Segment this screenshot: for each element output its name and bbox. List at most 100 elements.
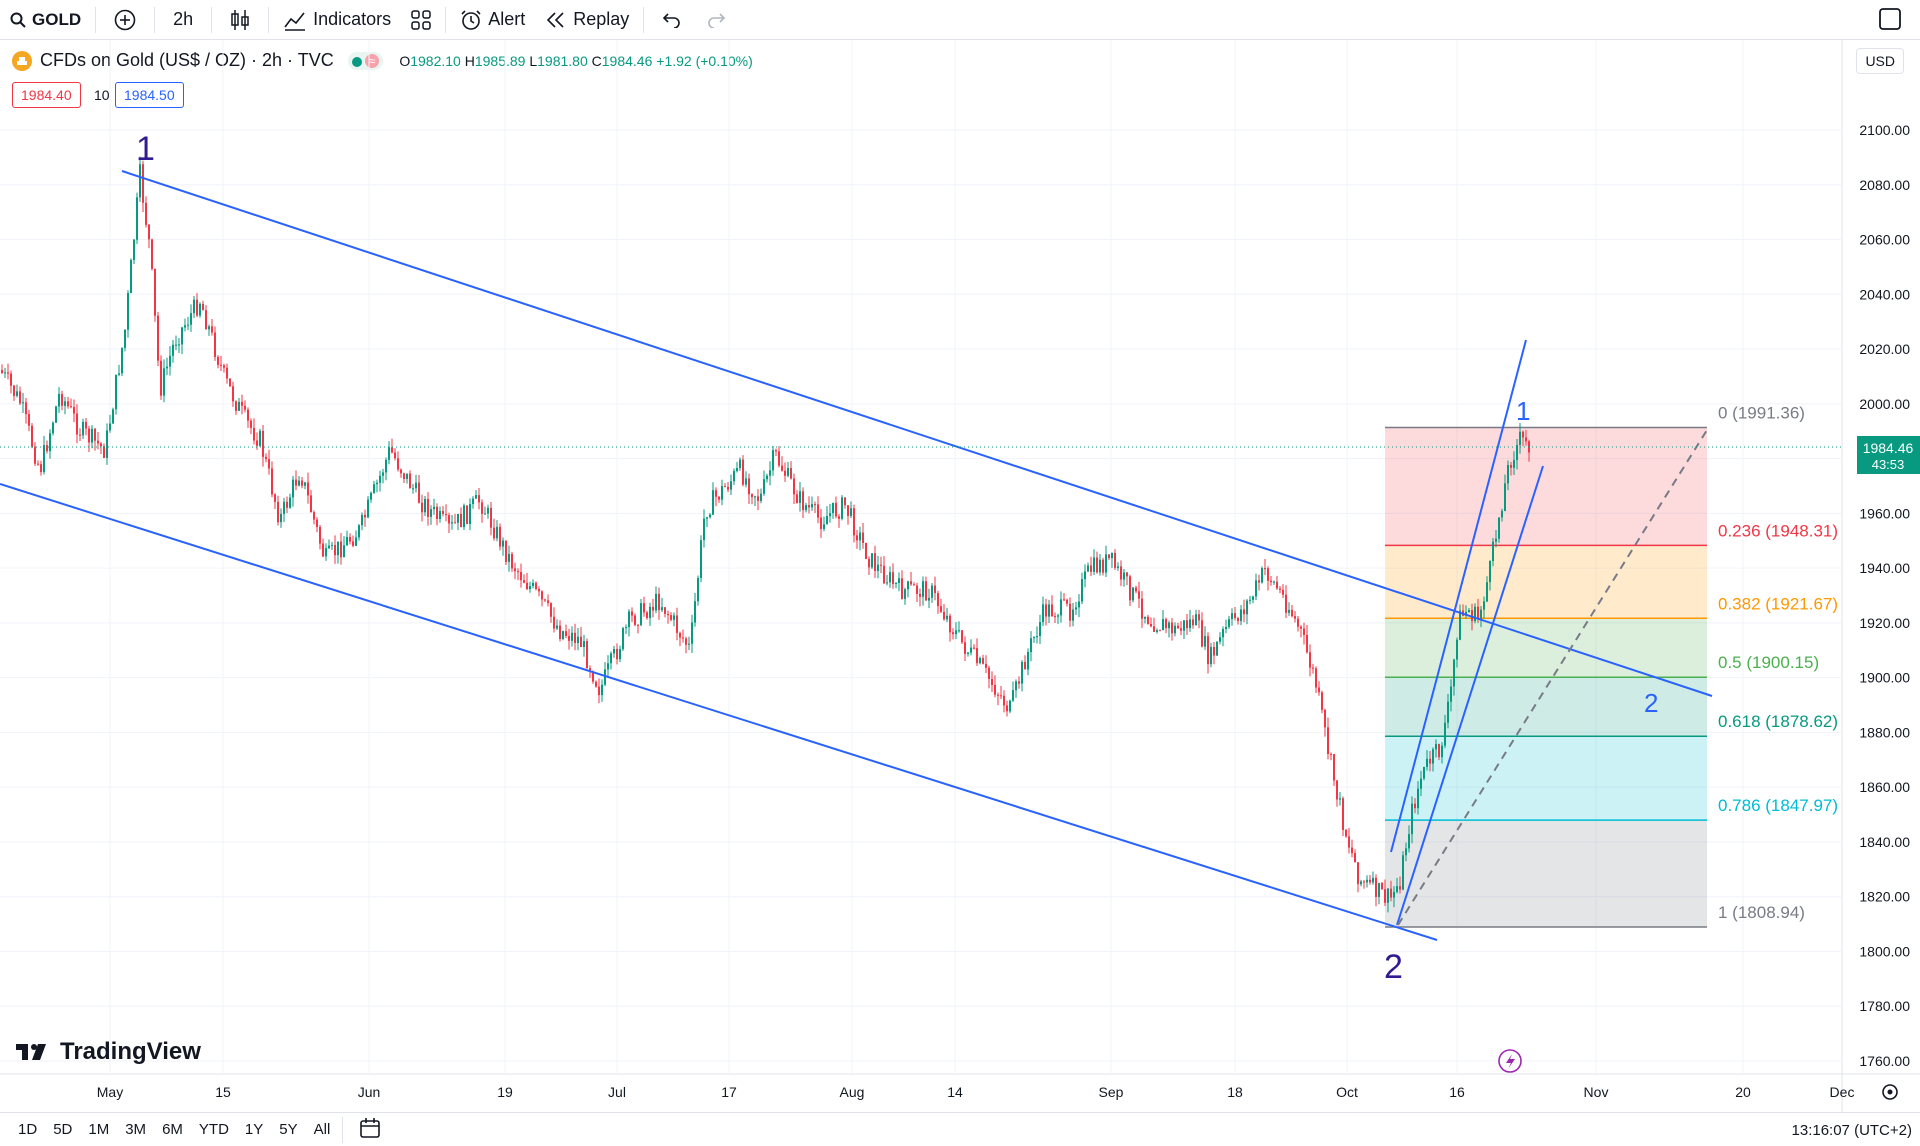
range-button-1m[interactable]: 1M: [88, 1121, 110, 1138]
symbol-search[interactable]: GOLD: [0, 0, 91, 40]
redo-button[interactable]: [696, 0, 736, 40]
alert-button[interactable]: Alert: [450, 0, 535, 40]
interval-button[interactable]: 2h: [159, 0, 207, 40]
fullscreen-button[interactable]: [1878, 7, 1902, 36]
wave-label-minor-1[interactable]: 1: [1516, 396, 1530, 426]
chart-type-button[interactable]: [216, 0, 264, 40]
buy-price-button[interactable]: 1984.50: [115, 82, 184, 108]
candle-body: [73, 407, 75, 414]
fib-zone: [1385, 427, 1707, 546]
market-status-badge[interactable]: ≈: [347, 51, 384, 70]
range-button-6m[interactable]: 6M: [162, 1121, 183, 1138]
candle-body: [1333, 754, 1335, 781]
candle-body: [670, 615, 672, 620]
clock-timezone[interactable]: 13:16:07 (UTC+2): [1791, 1122, 1912, 1139]
candle-body: [271, 468, 273, 495]
undo-button[interactable]: [648, 0, 696, 40]
candle-body: [517, 571, 519, 573]
price-tick-label: 1760.00: [1859, 1053, 1910, 1069]
candle-body: [217, 356, 219, 365]
candle-body: [502, 540, 504, 547]
candle-body: [1027, 652, 1029, 670]
candle-body: [529, 585, 531, 589]
toolbar-divider: [95, 6, 97, 33]
candle-body: [535, 582, 537, 590]
candle-body: [706, 517, 708, 519]
candle-body: [343, 545, 345, 558]
candle-body: [1102, 559, 1104, 573]
tradingview-logo[interactable]: TradingView: [16, 1038, 201, 1066]
wave-label-major-1[interactable]: 1: [136, 130, 155, 168]
candle-body: [1318, 687, 1320, 693]
candle-body: [220, 364, 222, 366]
channel-lower-line[interactable]: [0, 483, 1438, 941]
candle-body: [829, 513, 831, 517]
candle-body: [523, 580, 525, 583]
candle-body: [988, 667, 990, 679]
indicators-label: Indicators: [313, 9, 392, 29]
candle-body: [466, 505, 468, 524]
lightning-icon[interactable]: [1498, 1049, 1522, 1073]
candle-body: [979, 658, 981, 664]
projection-dashed-line[interactable]: [1397, 429, 1708, 926]
candle-body: [1525, 437, 1527, 442]
candle-body: [463, 505, 465, 528]
indicators-button[interactable]: Indicators: [273, 0, 401, 40]
candle-body: [445, 513, 447, 516]
candle-body: [1477, 606, 1479, 620]
candle-body: [1195, 614, 1197, 626]
price-axis[interactable]: 2100.00 2080.00 2060.00 2040.00 2020.00 2000.…: [1859, 122, 1910, 1069]
price-tick-label: 2000.00: [1859, 396, 1910, 412]
last-price-label: 1984.46 43:53: [1857, 436, 1920, 474]
minor-channel-left[interactable]: [1390, 339, 1527, 853]
wave-label-major-2[interactable]: 2: [1384, 948, 1403, 986]
currency-select[interactable]: USD: [1856, 48, 1904, 74]
candle-body: [817, 504, 819, 518]
candle-body: [10, 373, 12, 386]
candle-body: [1222, 628, 1224, 638]
fib-retracement[interactable]: 0 (1991.36) 0.236 (1948.31) 0.382 (1921.67…: [1385, 403, 1838, 928]
candle-body: [844, 497, 846, 506]
range-button-3m[interactable]: 3M: [125, 1121, 147, 1138]
series-title[interactable]: CFDs on Gold (US$ / OZ) · 2h · TVC: [40, 50, 334, 70]
range-button-1y[interactable]: 1Y: [244, 1121, 264, 1138]
axis-settings-icon[interactable]: [1882, 1084, 1898, 1100]
range-button-5d[interactable]: 5D: [53, 1121, 73, 1138]
layouts-button[interactable]: [401, 0, 441, 40]
candle-body: [1060, 599, 1062, 616]
sell-price-button[interactable]: 1984.40: [12, 82, 81, 108]
channel-upper-line[interactable]: [121, 170, 1713, 697]
range-button-all[interactable]: All: [313, 1121, 331, 1138]
replay-button[interactable]: Replay: [535, 0, 639, 40]
candle-body: [1468, 610, 1470, 612]
candle-body: [1456, 639, 1458, 660]
candle-body: [346, 536, 348, 546]
candle-body: [262, 430, 264, 457]
candle-body: [808, 505, 810, 508]
candle-body: [16, 391, 18, 396]
candle-body: [4, 372, 6, 374]
candle-body: [559, 625, 561, 640]
goto-date-button[interactable]: [347, 1117, 393, 1143]
time-axis[interactable]: May 15 Jun 19 Jul 17 Aug 14 Sep 18 Oct 16 Nov 20 Dec: [97, 1084, 1855, 1100]
range-button-1d[interactable]: 1D: [18, 1121, 38, 1138]
candle-body: [259, 430, 261, 446]
candle-body: [895, 583, 897, 585]
candle-body: [400, 469, 402, 474]
price-tick-label: 1800.00: [1859, 943, 1910, 959]
wave-label-minor-2[interactable]: 2: [1644, 688, 1658, 718]
range-button-ytd[interactable]: YTD: [198, 1121, 229, 1138]
drawing-tools[interactable]: 1 2 1 2: [0, 130, 1713, 986]
candle-body: [1174, 625, 1176, 634]
compare-button[interactable]: [100, 0, 150, 40]
candle-body: [847, 505, 849, 516]
price-tick-label: 1860.00: [1859, 779, 1910, 795]
candle-body: [133, 239, 135, 261]
time-tick-label: 17: [721, 1084, 737, 1100]
range-button-5y[interactable]: 5Y: [279, 1121, 298, 1138]
candle-body: [712, 490, 714, 515]
minor-channel-right[interactable]: [1396, 465, 1544, 926]
time-tick-label: Jul: [608, 1084, 626, 1100]
candle-body: [247, 409, 249, 421]
